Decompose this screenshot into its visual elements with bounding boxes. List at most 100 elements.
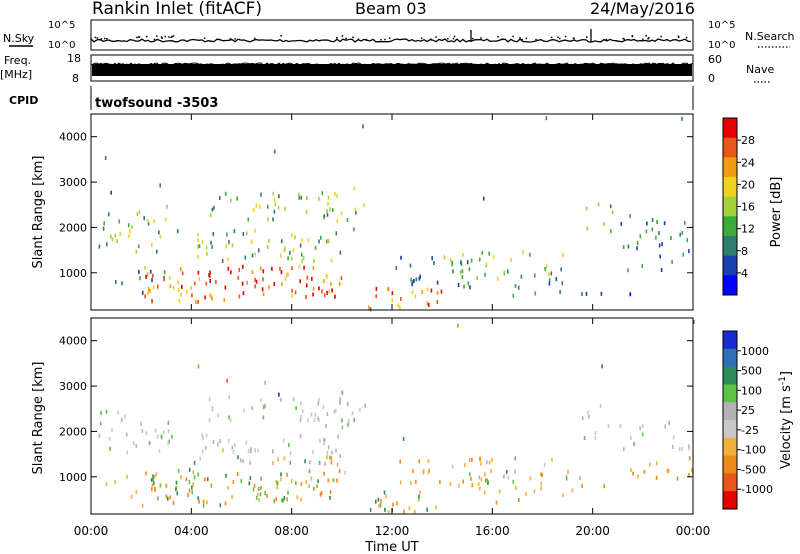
velocity-cell — [332, 478, 335, 483]
freq-series-edge — [90, 62, 694, 66]
velocity-cell — [302, 409, 304, 413]
velocity-cell — [276, 481, 279, 485]
noise-search-point — [234, 38, 236, 40]
power-cell — [312, 286, 315, 291]
velocity-cell — [691, 467, 693, 472]
velocity-cell — [318, 417, 320, 422]
noise-search-point — [521, 38, 523, 41]
velocity-cell — [310, 476, 313, 481]
power-cell — [102, 226, 105, 231]
power-colorbar-tick-label: 8 — [741, 245, 748, 258]
velocity-cell — [240, 479, 243, 483]
power-cell — [138, 269, 140, 274]
noise-search-point — [96, 37, 99, 39]
power-cell — [209, 270, 211, 275]
power-cell — [409, 263, 412, 268]
velocity-cell — [693, 319, 695, 324]
power-cell — [658, 243, 661, 248]
velocity-cell — [262, 405, 265, 410]
velocity-cell — [260, 398, 262, 403]
velocity-cell — [217, 413, 219, 418]
power-cell — [178, 298, 181, 303]
velocity-cell — [260, 485, 262, 490]
velocity-cell — [165, 494, 168, 499]
power-cell — [213, 205, 215, 210]
power-cell — [198, 277, 201, 281]
power-cell — [197, 299, 199, 304]
velocity-cell — [490, 469, 492, 473]
velocity-cell — [540, 472, 542, 477]
power-cell — [410, 277, 412, 282]
velocity-cell — [202, 499, 205, 504]
velocity-cell — [258, 487, 260, 491]
power-cell — [484, 272, 486, 277]
power-cell — [534, 273, 536, 278]
velocity-cell — [594, 436, 597, 440]
power-colorbar-swatch — [723, 118, 737, 139]
noise-search-point — [229, 38, 231, 40]
noise-search-point — [648, 37, 650, 39]
power-cell — [476, 276, 478, 281]
noise-search-point — [550, 36, 553, 39]
power-cell — [331, 288, 333, 293]
velocity-cell — [125, 432, 128, 437]
velocity-cell — [637, 474, 639, 479]
velocity-cell — [188, 488, 191, 493]
power-cell — [153, 219, 155, 224]
velocity-cell — [264, 380, 266, 385]
power-cell — [311, 276, 313, 281]
power-cell — [197, 245, 199, 249]
power-cell — [436, 291, 439, 295]
velocity-cell — [225, 473, 227, 478]
velocity-cell — [283, 496, 286, 500]
time-tick-label: 16:00 — [475, 524, 510, 538]
noise-search-point — [564, 35, 567, 38]
velocity-cell — [307, 418, 309, 423]
power-cell — [272, 191, 275, 196]
velocity-cell — [399, 459, 401, 464]
power-cell — [227, 257, 229, 262]
velocity-cell — [507, 475, 509, 480]
velocity-cell — [487, 481, 489, 485]
power-cell — [181, 271, 184, 276]
velocity-cell — [169, 495, 172, 500]
power-cell — [375, 286, 378, 291]
velocity-cell — [412, 469, 414, 474]
velocity-cell — [331, 450, 333, 455]
time-tick-label: 04:00 — [174, 524, 209, 538]
velocity-cell — [280, 472, 282, 477]
velocity-cell — [245, 440, 248, 445]
power-cell — [462, 252, 464, 257]
power-cell — [503, 270, 506, 275]
velocity-cell — [283, 456, 286, 461]
noise-search-point — [160, 36, 163, 38]
velocity-y-axis: 1000 2000 3000 4000 — [59, 335, 693, 484]
velocity-cell — [369, 507, 372, 512]
velocity-cell — [185, 477, 188, 482]
power-cell — [152, 285, 155, 290]
power-cell — [461, 275, 464, 279]
power-cell — [211, 207, 214, 212]
power-cell — [391, 291, 394, 296]
power-cell — [259, 204, 261, 209]
power-cell — [300, 195, 302, 200]
power-cell — [497, 276, 499, 281]
noise-search-point — [384, 38, 386, 41]
noise-search-point — [685, 36, 688, 39]
velocity-cell — [234, 443, 236, 447]
velocity-cell — [681, 446, 683, 451]
noise-search-point — [502, 38, 504, 40]
noise-search-point — [345, 37, 347, 40]
power-cell — [255, 279, 258, 284]
velocity-cell — [239, 458, 242, 463]
power-cell — [514, 284, 517, 288]
power-cell — [164, 217, 167, 222]
velocity-cell — [264, 491, 266, 496]
velocity-cell — [468, 472, 471, 477]
power-cell — [201, 239, 204, 244]
power-cell — [329, 207, 331, 212]
power-cell — [306, 196, 308, 201]
power-cell — [660, 268, 663, 272]
time-tick-label: 08:00 — [274, 524, 309, 538]
velocity-cell — [292, 397, 295, 402]
